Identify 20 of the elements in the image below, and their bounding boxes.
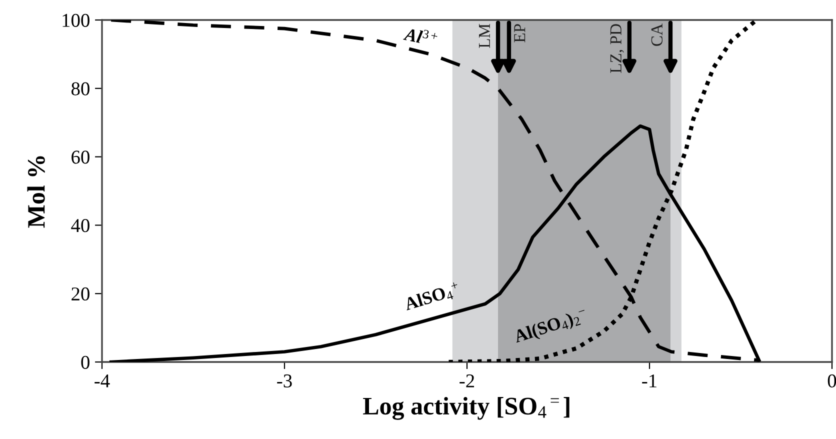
x-axis-title: Log activity [SO$_{4}$$^{=}$] [363, 396, 570, 420]
text: Al$^{3+}$ [403, 26, 438, 46]
y-axis-title: Mol % [27, 156, 45, 228]
y-tick-label: 0 [81, 356, 90, 369]
y-tick-label: 40 [71, 219, 90, 232]
y-tick-label: 20 [72, 287, 90, 301]
x-tick-label: -1 [642, 374, 656, 388]
annotation: EP [514, 24, 526, 42]
annotation: LM [479, 24, 490, 48]
annotation: LZ, PD [610, 24, 624, 73]
text: Al(SO$_{4}$)$_{2}$$^{−}$ [512, 308, 589, 346]
x-tick-label: 0 [828, 374, 836, 388]
x-tick-label: -3 [277, 374, 292, 388]
x-tick-label: -4 [94, 374, 110, 388]
y-tick-label: 60 [72, 150, 90, 164]
x-tick-label: -2 [460, 374, 474, 388]
y-tick-label: 100 [62, 14, 90, 27]
text: AlSO$_{4}$$^{+}$ [403, 282, 461, 313]
annotation: CA [651, 24, 663, 46]
y-tick-label: 80 [71, 82, 90, 96]
